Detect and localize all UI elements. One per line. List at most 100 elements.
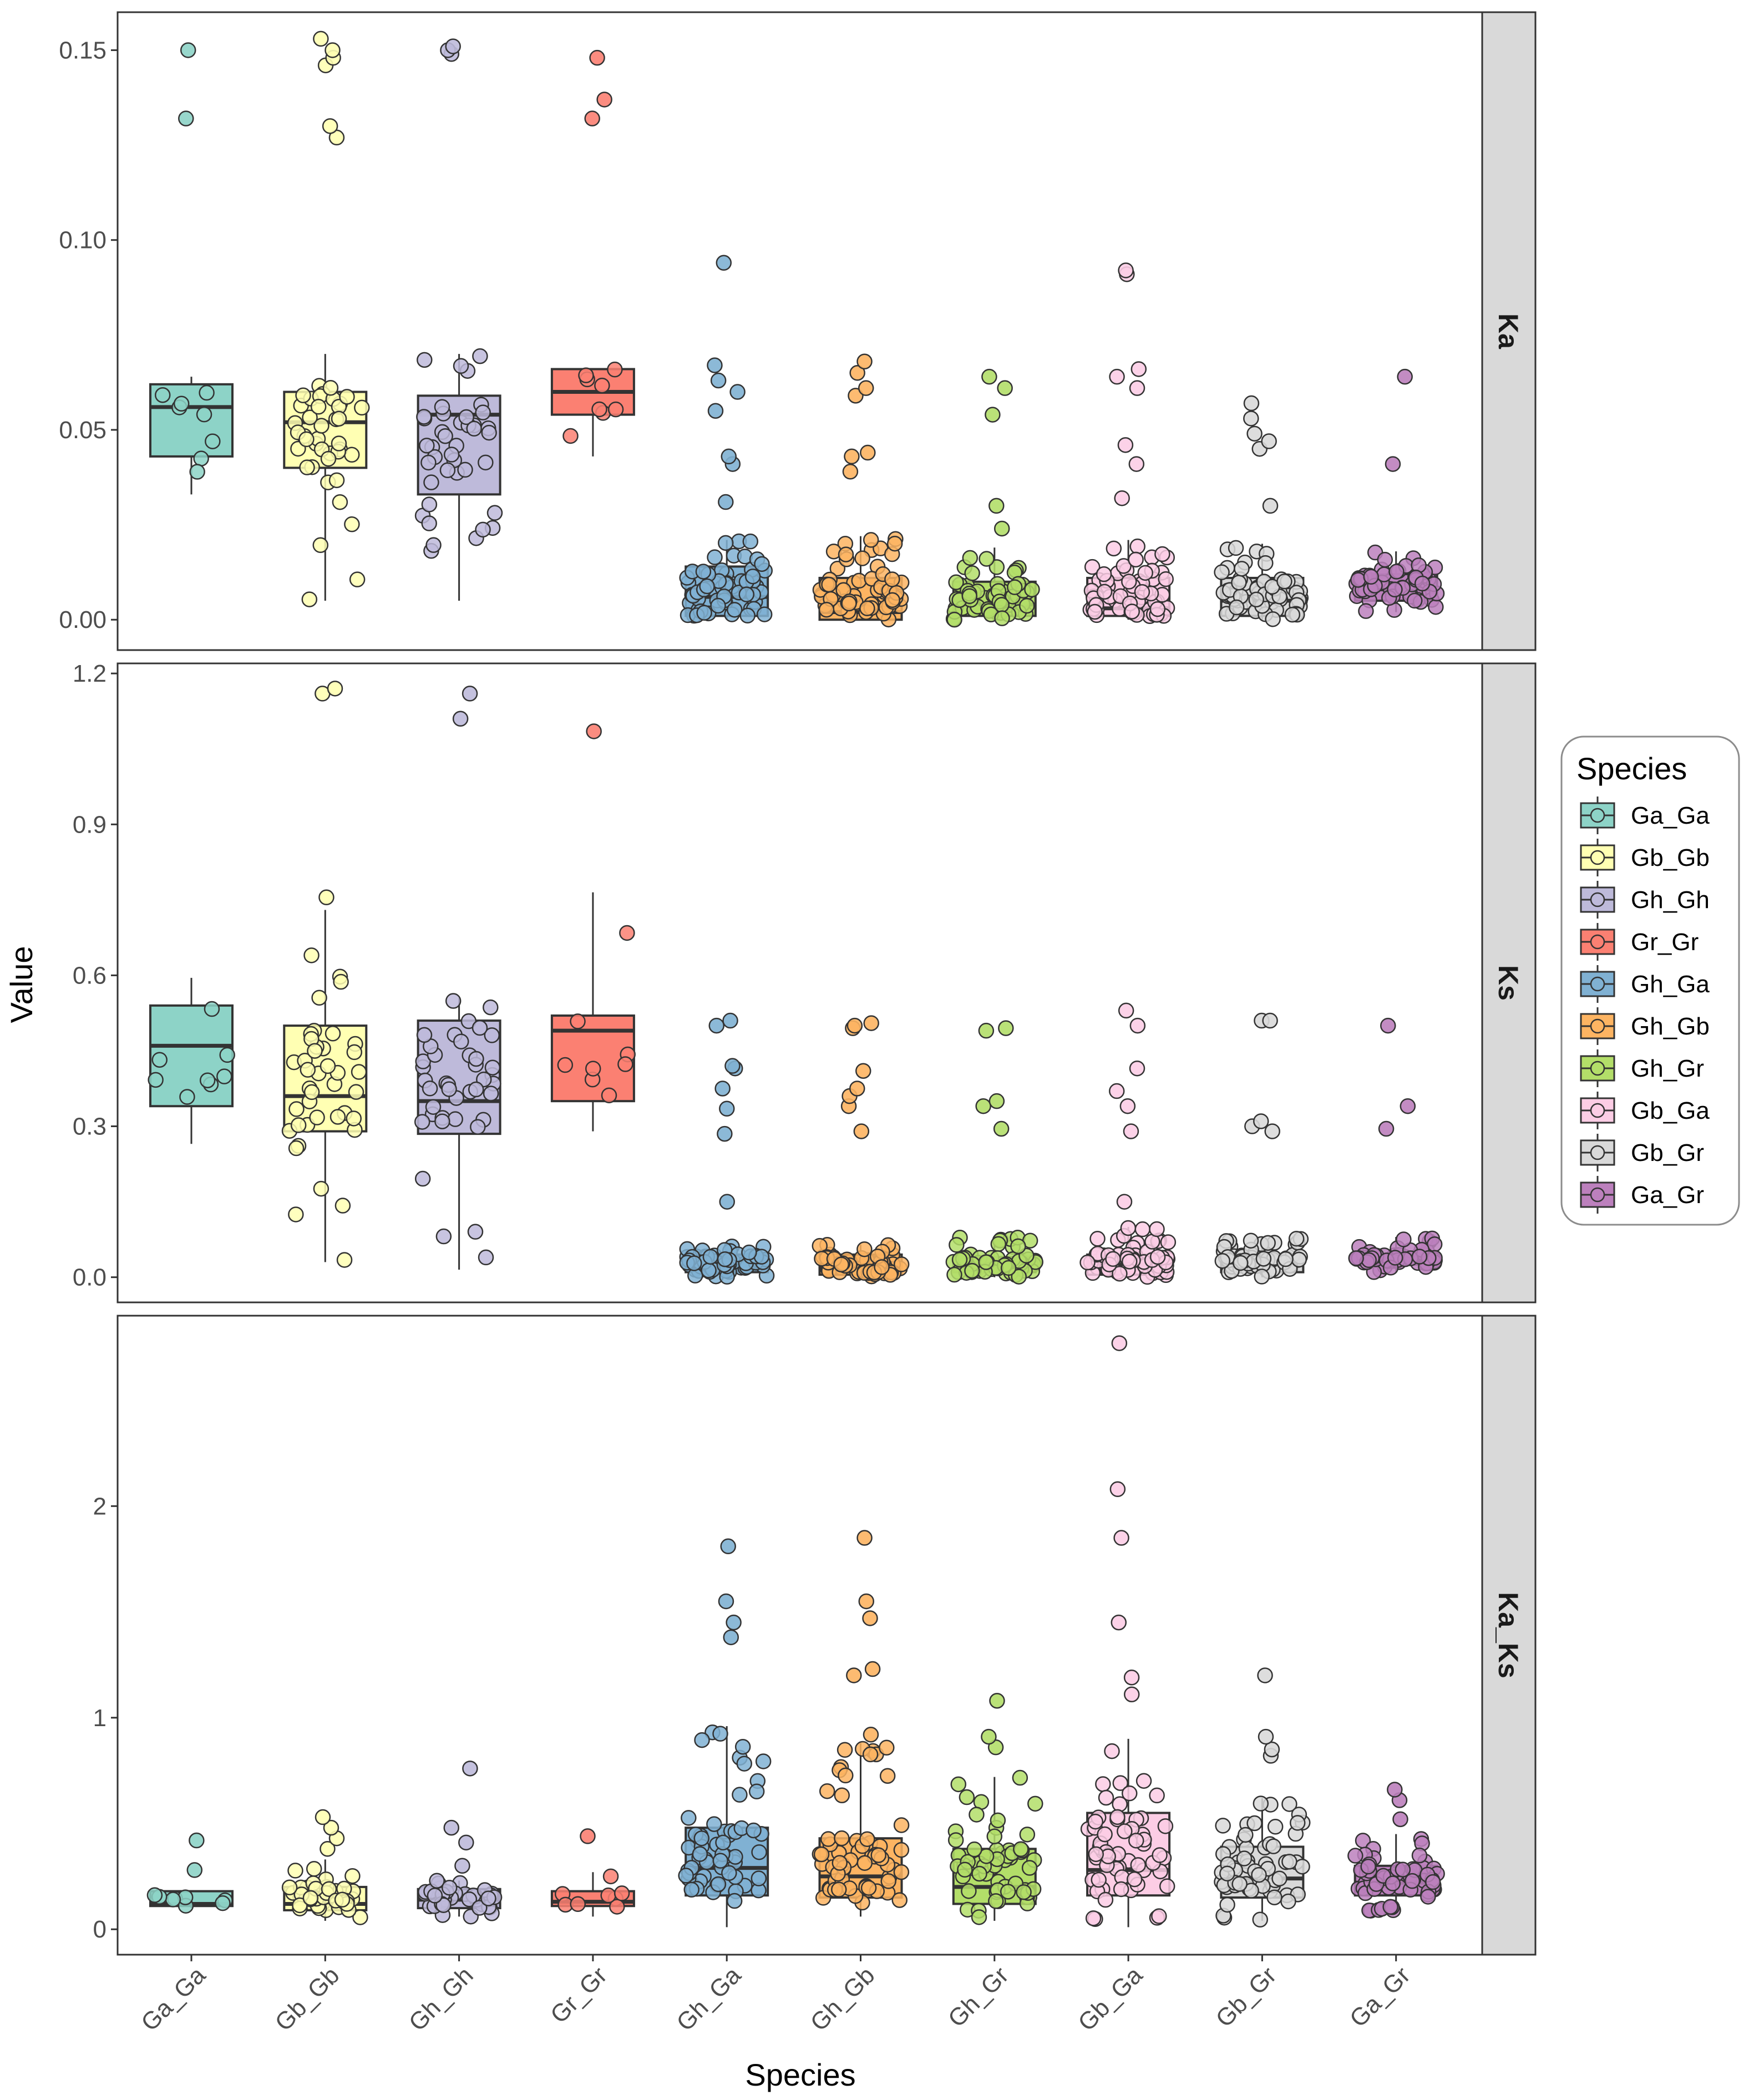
- outlier-point: [178, 110, 194, 126]
- data-point: [298, 431, 315, 448]
- data-point: [874, 1259, 890, 1275]
- data-point: [468, 1051, 484, 1067]
- data-point: [303, 947, 320, 963]
- data-point: [453, 1033, 469, 1049]
- data-point: [838, 546, 854, 562]
- data-point: [292, 1897, 308, 1914]
- outlier-point: [981, 1728, 997, 1745]
- outlier-point: [856, 353, 873, 370]
- data-point: [1011, 1269, 1027, 1285]
- data-point: [321, 1881, 337, 1897]
- data-point: [1000, 1260, 1017, 1276]
- data-point: [1396, 1231, 1412, 1247]
- data-point: [1089, 1231, 1106, 1247]
- outlier-point: [985, 407, 1001, 423]
- data-point: [310, 399, 327, 415]
- y-tick-label: 2: [93, 1493, 107, 1520]
- data-point: [1228, 540, 1244, 556]
- facet-strip-label: Ks: [1493, 965, 1524, 1001]
- legend-label: Gb_Gr: [1631, 1139, 1704, 1166]
- data-point: [694, 1732, 710, 1748]
- data-point: [441, 1081, 457, 1097]
- outlier-point: [993, 1120, 1010, 1137]
- data-point: [696, 605, 712, 621]
- data-point: [570, 1013, 586, 1029]
- facet-panels: 0.00 0.05 0.10 0.15 Ka 0.0 0.3 0.6 0.9 1.2 Ks 0 1 2 Ka…: [59, 11, 1537, 1956]
- data-point: [306, 1861, 322, 1877]
- data-point: [475, 404, 491, 420]
- outlier-point: [846, 1667, 862, 1683]
- data-point: [834, 1830, 850, 1847]
- data-point: [281, 1879, 298, 1895]
- outlier-point: [1264, 1123, 1280, 1139]
- outlier-point: [989, 1693, 1005, 1709]
- data-point: [1085, 1910, 1102, 1926]
- legend-key-Gh_Ga: [1580, 965, 1615, 1003]
- data-point: [693, 1830, 710, 1847]
- legend-label: Gb_Ga: [1631, 1097, 1710, 1124]
- data-point: [859, 1831, 875, 1847]
- data-point: [1097, 1891, 1114, 1908]
- y-tick-label: 0.00: [59, 606, 107, 633]
- panel-background: [118, 12, 1482, 650]
- data-point: [1254, 1269, 1270, 1285]
- data-point: [199, 384, 215, 401]
- data-point: [712, 1726, 728, 1742]
- data-point: [333, 973, 349, 990]
- box-Ga_Gr: [1347, 1782, 1445, 1919]
- data-point: [736, 1756, 753, 1772]
- outlier-point: [1119, 1098, 1136, 1114]
- outlier-point: [454, 1858, 470, 1874]
- data-point: [354, 399, 370, 416]
- panel-background: [118, 663, 1482, 1302]
- legend-label: Ga_Ga: [1631, 802, 1710, 829]
- outlier-point: [710, 372, 727, 389]
- data-point: [838, 1767, 854, 1784]
- box-Gb_Gr: [1214, 1667, 1311, 1928]
- data-point: [707, 549, 723, 565]
- outlier-point: [315, 1809, 331, 1825]
- data-point: [1121, 1785, 1138, 1802]
- data-point: [290, 1117, 307, 1133]
- outlier-point: [1129, 1060, 1145, 1077]
- data-point: [971, 1865, 987, 1882]
- legend-key-Gh_Gr: [1580, 1049, 1615, 1087]
- legend-key-Ga_Gr: [1580, 1176, 1615, 1214]
- data-point: [893, 1817, 910, 1833]
- data-point: [204, 1001, 220, 1017]
- box-Gh_Ga: [678, 1538, 772, 1927]
- y-tick-label: 0.05: [59, 417, 107, 444]
- data-point: [478, 454, 494, 471]
- outlier-point: [1262, 498, 1279, 514]
- outlier-point: [1378, 1120, 1395, 1137]
- data-point: [710, 597, 726, 614]
- outlier-point: [722, 1012, 738, 1029]
- data-point: [964, 565, 980, 581]
- outlier-point: [584, 110, 600, 126]
- box-Gh_Gb: [812, 1015, 910, 1285]
- data-point: [173, 395, 190, 412]
- data-point: [1214, 564, 1230, 580]
- x-tick-label: Gh_Gr: [943, 1961, 1014, 2032]
- data-point: [422, 1081, 438, 1097]
- data-point: [1117, 1823, 1133, 1839]
- data-point: [706, 1816, 722, 1832]
- data-point: [1152, 1847, 1168, 1863]
- data-point: [837, 1742, 853, 1758]
- data-point: [348, 1084, 364, 1100]
- x-tick-label: Gh_Gh: [404, 1961, 479, 2036]
- data-point: [1215, 1818, 1231, 1834]
- data-point: [1091, 1871, 1107, 1888]
- outlier-point: [589, 49, 605, 66]
- data-point: [481, 424, 497, 441]
- data-point: [434, 1113, 450, 1129]
- data-point: [349, 571, 366, 587]
- data-point: [1012, 1769, 1028, 1786]
- data-point: [969, 1807, 985, 1823]
- box-Ga_Gr: [1348, 1017, 1443, 1280]
- data-point: [414, 1114, 430, 1130]
- data-point: [414, 1170, 431, 1187]
- data-point: [329, 1109, 346, 1125]
- box-Gh_Gr: [947, 1693, 1043, 1925]
- facet-strip: [1481, 1315, 1537, 1956]
